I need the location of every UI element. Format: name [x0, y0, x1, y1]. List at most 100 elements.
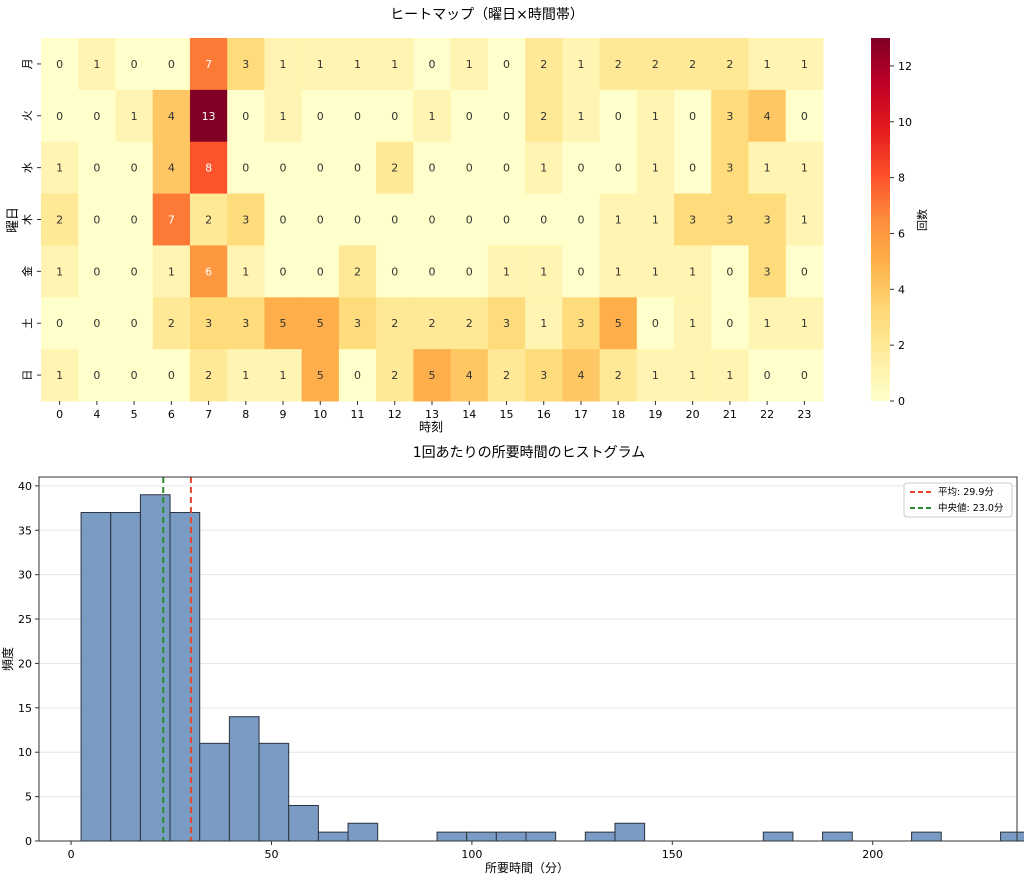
heatmap-cell-label: 0	[577, 265, 584, 278]
heatmap-cell-label: 3	[764, 265, 771, 278]
heatmap-cell-label: 1	[652, 110, 659, 123]
heatmap-cell	[562, 141, 601, 195]
heatmap-x-label: 時刻	[419, 420, 443, 434]
histogram-bar	[584, 831, 616, 842]
heatmap-cell	[264, 89, 303, 143]
heatmap-cell-label: 0	[615, 110, 622, 123]
heatmap-x-tick-label: 16	[537, 408, 551, 421]
heatmap-cell-label: 1	[652, 265, 659, 278]
heatmap-cell	[711, 141, 750, 195]
heatmap-cell	[413, 193, 452, 246]
heatmap-cell	[338, 38, 377, 91]
heatmap-cell	[189, 245, 228, 298]
heatmap-cell-label: 3	[764, 214, 771, 227]
heatmap-cell-label: 0	[503, 110, 510, 123]
heatmap-cell-label: 0	[242, 162, 249, 175]
heatmap-cell-label: 2	[205, 214, 212, 227]
heatmap-cell-label: 0	[577, 214, 584, 227]
heatmap-cell-label: 3	[577, 317, 584, 330]
heatmap-cell	[152, 349, 191, 402]
heatmap-cell	[189, 38, 228, 91]
heatmap-cell	[152, 141, 191, 195]
histogram-y-tick-label: 30	[18, 569, 32, 582]
heatmap-cell	[748, 89, 787, 143]
heatmap-cell-label: 2	[56, 214, 63, 227]
heatmap-cell-label: 0	[131, 317, 138, 330]
heatmap-cell-label: 0	[93, 110, 100, 123]
heatmap-cell-label: 0	[391, 110, 398, 123]
heatmap-cell	[674, 297, 712, 350]
heatmap-cell	[450, 193, 489, 246]
heatmap-x-tick-label: 0	[56, 408, 63, 421]
histogram-bar	[139, 494, 171, 842]
histogram-bar	[199, 742, 230, 842]
heatmap-cell	[599, 193, 638, 246]
heatmap-cell	[636, 349, 675, 402]
heatmap-y-tick-label: 日	[21, 370, 34, 381]
heatmap-cell-label: 1	[466, 58, 473, 71]
heatmap-x-tick-label: 21	[723, 408, 737, 421]
heatmap-x-tick-label: 20	[686, 408, 700, 421]
heatmap-cell	[264, 245, 303, 298]
heatmap-cell-label: 5	[280, 317, 287, 330]
heatmap-cell-label: 0	[280, 265, 287, 278]
heatmap-cell	[413, 89, 452, 143]
heatmap-cell	[78, 89, 116, 143]
heatmap-cell	[674, 349, 712, 402]
heatmap-cell	[301, 297, 340, 350]
heatmap-cell-label: 6	[205, 265, 212, 278]
heatmap-cell-label: 0	[764, 369, 771, 382]
heatmap-cell-label: 0	[56, 58, 63, 71]
heatmap-cell	[115, 89, 154, 143]
heatmap-cell	[413, 349, 452, 402]
colorbar-tick-label: 10	[898, 116, 912, 129]
heatmap-cell	[227, 297, 265, 350]
heatmap-cell-label: 1	[317, 58, 324, 71]
heatmap-cell	[152, 245, 191, 298]
heatmap-cell-label: 2	[615, 369, 622, 382]
histogram-y-tick-label: 5	[25, 791, 32, 804]
heatmap-cell	[674, 38, 712, 91]
heatmap-cell	[487, 193, 526, 246]
heatmap-cell	[338, 349, 377, 402]
heatmap-cell	[599, 141, 638, 195]
heatmap-cell	[487, 245, 526, 298]
heatmap-cell-label: 2	[391, 162, 398, 175]
heatmap-cell-label: 0	[429, 58, 436, 71]
histogram-bar	[762, 831, 794, 842]
heatmap-cell-label: 2	[466, 317, 473, 330]
heatmap-cell-label: 0	[391, 214, 398, 227]
heatmap-cell-label: 1	[280, 58, 287, 71]
heatmap-cell-label: 1	[615, 265, 622, 278]
heatmap-cell	[636, 245, 675, 298]
heatmap-cell-label: 3	[242, 317, 249, 330]
heatmap-x-tick-label: 7	[205, 408, 212, 421]
heatmap-cell-label: 1	[689, 265, 696, 278]
heatmap-cell	[301, 141, 340, 195]
heatmap-y-tick-label: 木	[21, 214, 34, 225]
heatmap-cell-label: 0	[689, 110, 696, 123]
heatmap-x-tick-label: 4	[93, 408, 100, 421]
heatmap-cell-label: 0	[429, 265, 436, 278]
heatmap-cell	[376, 245, 414, 298]
heatmap-cell	[301, 245, 340, 298]
heatmap-cell	[189, 193, 228, 246]
histogram-panel: 1回あたりの所要時間のヒストグラム 0 50 100 150 200 0 5 10 15 20 2…	[0, 445, 1024, 875]
heatmap-cell	[599, 297, 638, 350]
histogram-y-tick-label: 20	[18, 657, 32, 670]
heatmap-cell	[785, 245, 824, 298]
histogram-bar	[317, 831, 349, 842]
heatmap-cell-label: 1	[354, 58, 361, 71]
histogram-bar	[614, 822, 646, 842]
heatmap-cell	[525, 297, 563, 350]
histogram-x-tick-label: 150	[662, 848, 683, 861]
histogram-y-tick-label: 40	[18, 480, 32, 493]
heatmap-cell-label: 2	[429, 317, 436, 330]
heatmap-cell-label: 5	[317, 369, 324, 382]
heatmap-cell-label: 0	[93, 317, 100, 330]
heatmap-cell	[338, 193, 377, 246]
histogram-x-tick-label: 50	[264, 848, 278, 861]
heatmap-cell-label: 1	[503, 265, 510, 278]
heatmap-cell-label: 2	[205, 369, 212, 382]
